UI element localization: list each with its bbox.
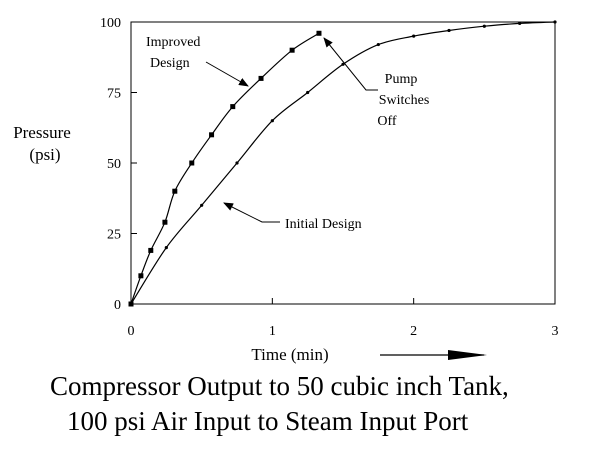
y-axis-title-line2: (psi) <box>29 145 60 164</box>
data-point-initial-design <box>164 246 168 250</box>
x-axis-title: Time (min) <box>251 345 328 364</box>
data-point-initial-design <box>129 302 133 306</box>
data-point-improved-design <box>148 247 154 253</box>
data-point-improved-design <box>289 47 295 53</box>
data-point-initial-design <box>518 21 522 26</box>
annotation-improved-line1: Improved <box>146 35 200 50</box>
data-point-initial-design <box>553 20 557 24</box>
y-tick-label: 100 <box>100 16 121 31</box>
data-point-initial-design <box>412 34 416 38</box>
y-tick-label: 25 <box>107 228 121 243</box>
x-tick-label: 0 <box>128 324 135 339</box>
data-point-initial-design <box>235 161 239 165</box>
x-axis-ticks: 0 1 2 3 <box>128 298 559 339</box>
data-point-improved-design <box>162 219 168 225</box>
data-point-initial-design <box>376 42 380 47</box>
data-point-initial-design <box>341 62 345 66</box>
data-point-initial-design <box>447 28 451 33</box>
data-point-improved-design <box>209 132 215 138</box>
data-point-initial-design <box>306 90 310 95</box>
data-point-initial-design <box>482 24 486 28</box>
y-tick-label: 50 <box>107 157 121 172</box>
annotation-pump-line1: Pump <box>385 72 418 87</box>
annotation-pump-line2: Switches <box>379 93 430 108</box>
caption-line2: 100 psi Air Input to Steam Input Port <box>67 406 469 436</box>
annotation-initial: Initial Design <box>285 217 362 232</box>
y-tick-label: 0 <box>114 298 121 313</box>
data-point-initial-design <box>270 119 274 123</box>
y-axis-ticks: 0 25 50 75 100 <box>100 16 137 313</box>
data-point-improved-design <box>316 30 322 36</box>
caption-line1: Compressor Output to 50 cubic inch Tank, <box>50 371 509 401</box>
annotation-improved-pointer <box>205 61 249 87</box>
data-point-improved-design <box>172 188 178 194</box>
data-point-improved-design <box>230 104 236 110</box>
x-tick-label: 1 <box>269 324 276 339</box>
data-point-initial-design <box>200 203 204 207</box>
x-axis-arrowhead-icon <box>448 350 487 360</box>
y-tick-label: 75 <box>107 87 121 102</box>
series-layer <box>128 20 557 307</box>
annotation-improved-line2: Design <box>150 56 190 71</box>
x-tick-label: 2 <box>410 324 417 339</box>
data-point-improved-design <box>138 273 144 279</box>
data-point-improved-design <box>189 160 195 166</box>
series-line-improved-design <box>130 32 320 305</box>
annotation-initial-pointer <box>223 202 280 223</box>
annotation-pump-pointer <box>323 37 378 91</box>
y-axis-title-line1: Pressure <box>13 123 71 142</box>
data-point-improved-design <box>258 75 264 81</box>
x-tick-label: 3 <box>552 324 559 339</box>
annotation-pump-line3: Off <box>377 114 397 129</box>
